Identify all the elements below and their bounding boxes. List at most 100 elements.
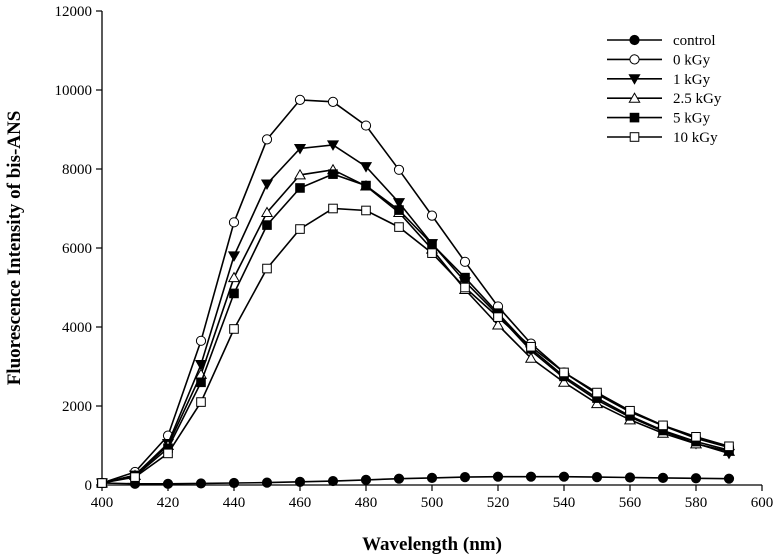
data-point xyxy=(591,472,603,483)
legend-item: control xyxy=(607,33,716,49)
legend-item: 2.5 kGy xyxy=(607,91,722,107)
x-tick-label: 600 xyxy=(751,495,774,511)
x-tick-label: 400 xyxy=(91,495,114,511)
data-point xyxy=(459,472,471,483)
series-line xyxy=(101,207,730,484)
data-point xyxy=(196,397,206,407)
data-point xyxy=(360,120,372,131)
series-layer xyxy=(95,94,736,490)
x-tick-label: 580 xyxy=(685,495,708,511)
legend-label: control xyxy=(673,33,716,49)
data-point xyxy=(426,210,438,221)
data-point xyxy=(427,239,437,249)
series-line xyxy=(101,99,730,484)
y-tick-label: 2000 xyxy=(62,399,92,415)
data-point xyxy=(295,183,305,193)
legend-item: 0 kGy xyxy=(607,52,711,68)
legend-marker xyxy=(629,112,640,123)
y-axis-title: Fluorescence Intensity of bis-ANS xyxy=(4,111,25,386)
data-point xyxy=(491,319,505,330)
data-point xyxy=(261,477,273,488)
data-point xyxy=(558,471,570,482)
x-tick-label: 420 xyxy=(157,495,180,511)
data-point xyxy=(624,472,636,483)
data-point xyxy=(691,432,701,442)
data-point xyxy=(196,377,206,388)
data-point xyxy=(130,472,140,482)
data-point xyxy=(526,341,536,352)
data-point xyxy=(228,477,240,489)
data-point xyxy=(261,134,273,145)
data-point xyxy=(228,217,240,228)
legend-marker xyxy=(628,74,641,85)
legend-item: 1 kGy xyxy=(607,72,711,88)
x-axis: 400 420 440 460 480 500 520 540 560 580 600 xyxy=(91,485,774,511)
data-point xyxy=(723,473,735,484)
data-point xyxy=(592,387,602,398)
legend-marker xyxy=(629,132,640,142)
data-point xyxy=(361,205,371,216)
legend-marker xyxy=(628,92,641,103)
y-tick-label: 0 xyxy=(85,478,93,494)
data-point xyxy=(295,224,305,234)
data-point xyxy=(195,335,207,346)
data-point xyxy=(97,478,107,488)
data-point xyxy=(392,198,406,209)
x-axis-title: Wavelength (nm) xyxy=(362,534,502,555)
data-point xyxy=(293,168,307,180)
data-point xyxy=(394,205,404,215)
data-point xyxy=(360,474,372,485)
legend: control 0 kGy 1 kGy 2.5 kGy 5 kGy 10 kGy xyxy=(607,33,722,146)
data-point xyxy=(359,162,373,173)
series-line xyxy=(101,475,730,485)
data-point xyxy=(524,352,538,363)
data-point xyxy=(459,256,471,267)
legend-marker xyxy=(629,34,640,46)
data-point xyxy=(394,222,404,232)
x-tick-label: 440 xyxy=(223,495,246,511)
data-point xyxy=(229,324,239,334)
legend-label: 0 kGy xyxy=(673,52,711,68)
legend-label: 1 kGy xyxy=(673,72,711,88)
data-point xyxy=(262,263,272,274)
data-point xyxy=(590,397,604,409)
data-point xyxy=(162,478,174,489)
data-point xyxy=(724,441,734,452)
data-point xyxy=(657,472,669,483)
data-point xyxy=(460,282,470,293)
data-point xyxy=(293,143,307,155)
y-tick-label: 12000 xyxy=(55,4,93,20)
x-tick-label: 460 xyxy=(289,495,312,511)
y-tick-label: 6000 xyxy=(62,241,92,257)
y-tick-label: 8000 xyxy=(62,162,92,178)
x-tick-label: 540 xyxy=(553,495,576,511)
data-point xyxy=(460,272,470,283)
data-point xyxy=(328,169,338,179)
x-tick-label: 520 xyxy=(487,495,510,511)
series-0-kgy xyxy=(96,94,735,489)
x-tick-label: 480 xyxy=(355,495,378,511)
legend-item: 10 kGy xyxy=(607,130,718,146)
data-point xyxy=(227,251,241,262)
legend-marker xyxy=(629,54,640,65)
legend-label: 10 kGy xyxy=(673,130,718,146)
legend-item: 5 kGy xyxy=(607,111,711,127)
data-point xyxy=(294,94,306,105)
data-point xyxy=(426,472,438,483)
y-axis: 0 2000 4000 6000 8000 10000 12000 xyxy=(55,4,102,494)
data-point xyxy=(658,420,668,431)
x-tick-label: 560 xyxy=(619,495,642,511)
series-line xyxy=(101,168,730,484)
series-2-5-kgy xyxy=(95,163,736,488)
legend-label: 2.5 kGy xyxy=(673,91,722,107)
data-point xyxy=(326,140,340,151)
data-point xyxy=(260,179,274,191)
data-point xyxy=(260,206,274,217)
data-point xyxy=(690,473,702,484)
data-point xyxy=(328,203,338,214)
legend-label: 5 kGy xyxy=(673,111,711,127)
y-tick-label: 4000 xyxy=(62,320,92,336)
data-point xyxy=(625,405,635,416)
data-point xyxy=(229,288,239,299)
